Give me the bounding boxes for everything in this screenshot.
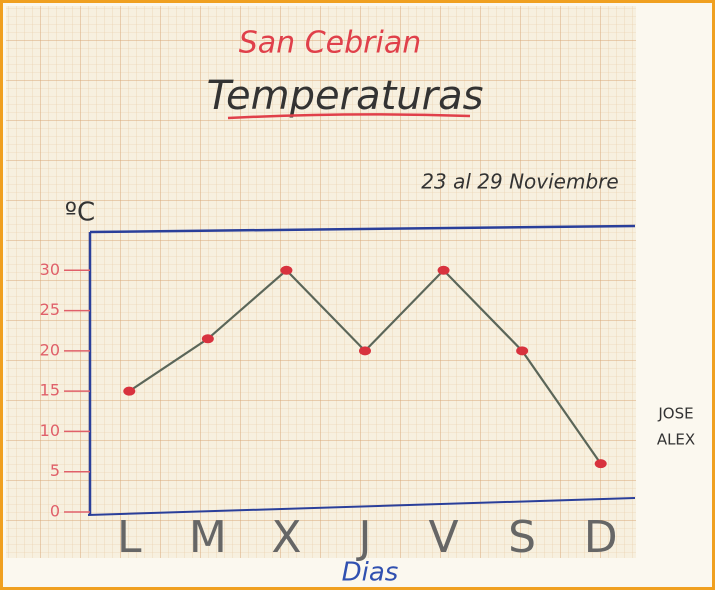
y-tick-label: 25 xyxy=(40,300,60,319)
y-tick-label: 15 xyxy=(40,381,60,400)
data-point xyxy=(359,346,371,356)
heading: San Cebrian xyxy=(239,26,422,61)
data-point xyxy=(123,386,136,396)
x-tick-label: L xyxy=(117,512,142,563)
x-tick-label: D xyxy=(584,512,618,563)
x-axis-label: Dias xyxy=(342,558,399,588)
data-point xyxy=(280,265,293,275)
y-tick-label: 30 xyxy=(40,260,60,279)
title-underline xyxy=(227,113,471,120)
data-point xyxy=(201,334,214,344)
data-point xyxy=(594,459,607,469)
data-point xyxy=(437,265,450,275)
y-tick-label: 10 xyxy=(40,421,60,440)
chart-title: Temperaturas xyxy=(207,73,484,119)
y-tick-label: 20 xyxy=(40,340,60,359)
x-tick-label: M xyxy=(189,512,227,563)
y-tick-label: 5 xyxy=(50,461,60,480)
annotation: JOSE xyxy=(657,405,693,423)
data-point xyxy=(516,346,529,356)
x-axis xyxy=(87,497,636,516)
x-tick-label: V xyxy=(429,512,459,563)
graph-grid xyxy=(6,6,636,558)
chart-subtitle: 23 al 29 Noviembre xyxy=(421,170,618,194)
x-tick-label: X xyxy=(271,512,301,563)
x-tick-label: S xyxy=(508,512,536,563)
top-frame xyxy=(89,224,636,234)
y-axis-label: ºC xyxy=(65,198,95,228)
annotation: ALEX xyxy=(657,431,695,449)
x-tick-label: J xyxy=(356,512,372,563)
y-tick-label: 0 xyxy=(50,502,60,521)
